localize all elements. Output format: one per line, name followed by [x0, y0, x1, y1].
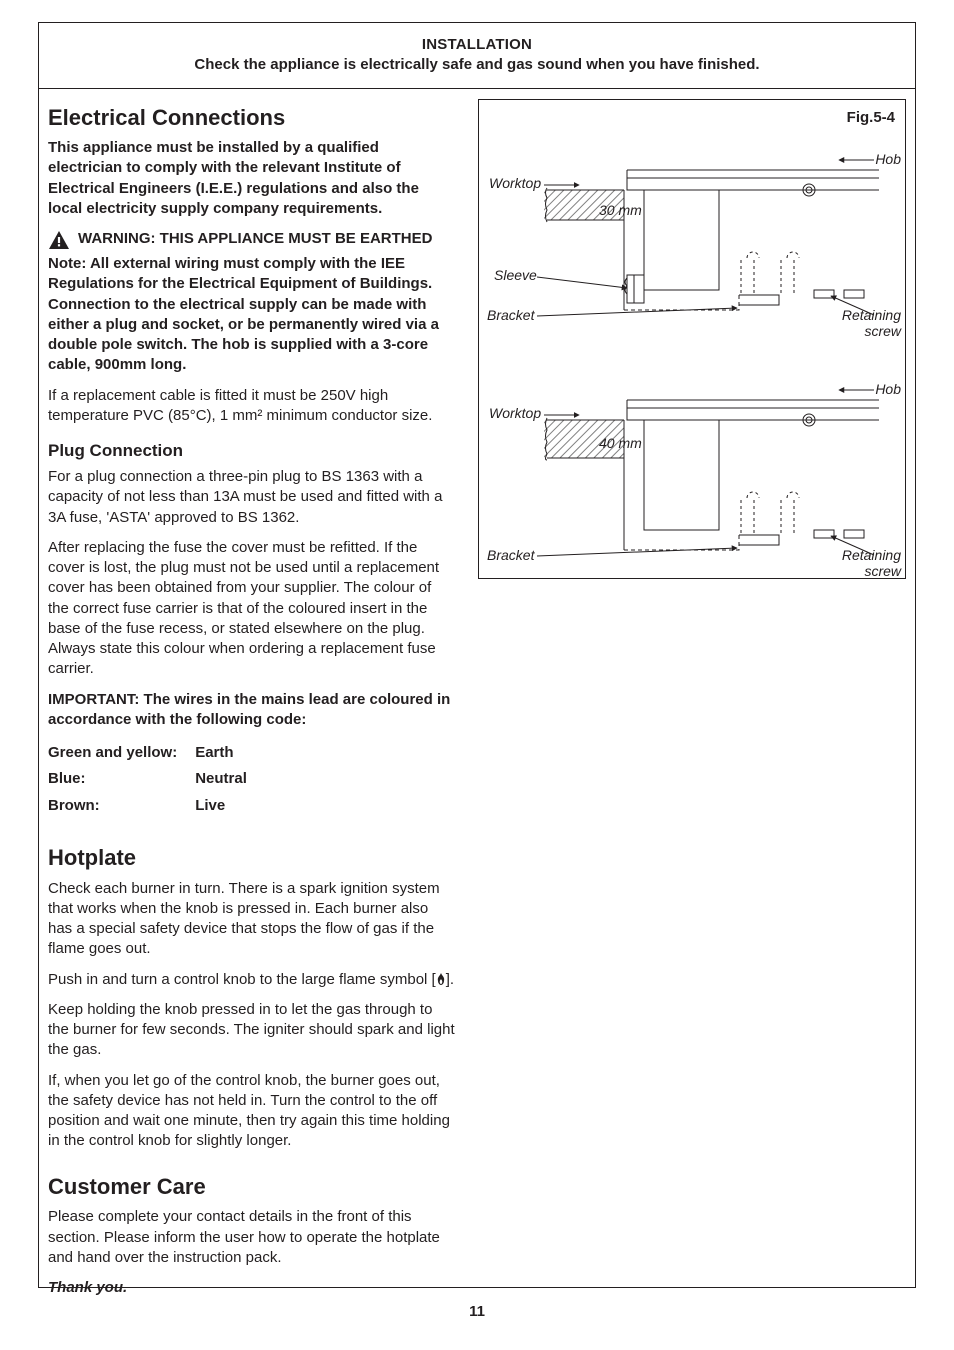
svg-text:Retaining: Retaining: [842, 547, 901, 563]
svg-text:screw: screw: [864, 323, 901, 339]
svg-text:Worktop: Worktop: [489, 405, 541, 421]
page-number: 11: [0, 1302, 954, 1322]
figure-5-4: Fig.5-4: [478, 99, 906, 579]
right-column: Fig.5-4: [477, 99, 906, 579]
svg-text:Worktop: Worktop: [489, 175, 541, 191]
svg-text:Bracket: Bracket: [487, 547, 536, 563]
svg-text:Hob: Hob: [875, 151, 901, 167]
svg-text:40 mm: 40 mm: [599, 435, 642, 451]
svg-text:screw: screw: [864, 563, 901, 579]
svg-text:Sleeve: Sleeve: [494, 267, 537, 283]
figure-svg: Worktop 30 mm Hob Sleeve Bracket Retaini…: [479, 100, 907, 580]
svg-text:30 mm: 30 mm: [599, 202, 642, 218]
svg-text:Hob: Hob: [875, 381, 901, 397]
svg-text:Bracket: Bracket: [487, 307, 536, 323]
figure-label: Fig.5-4: [847, 108, 895, 128]
svg-text:Retaining: Retaining: [842, 307, 901, 323]
